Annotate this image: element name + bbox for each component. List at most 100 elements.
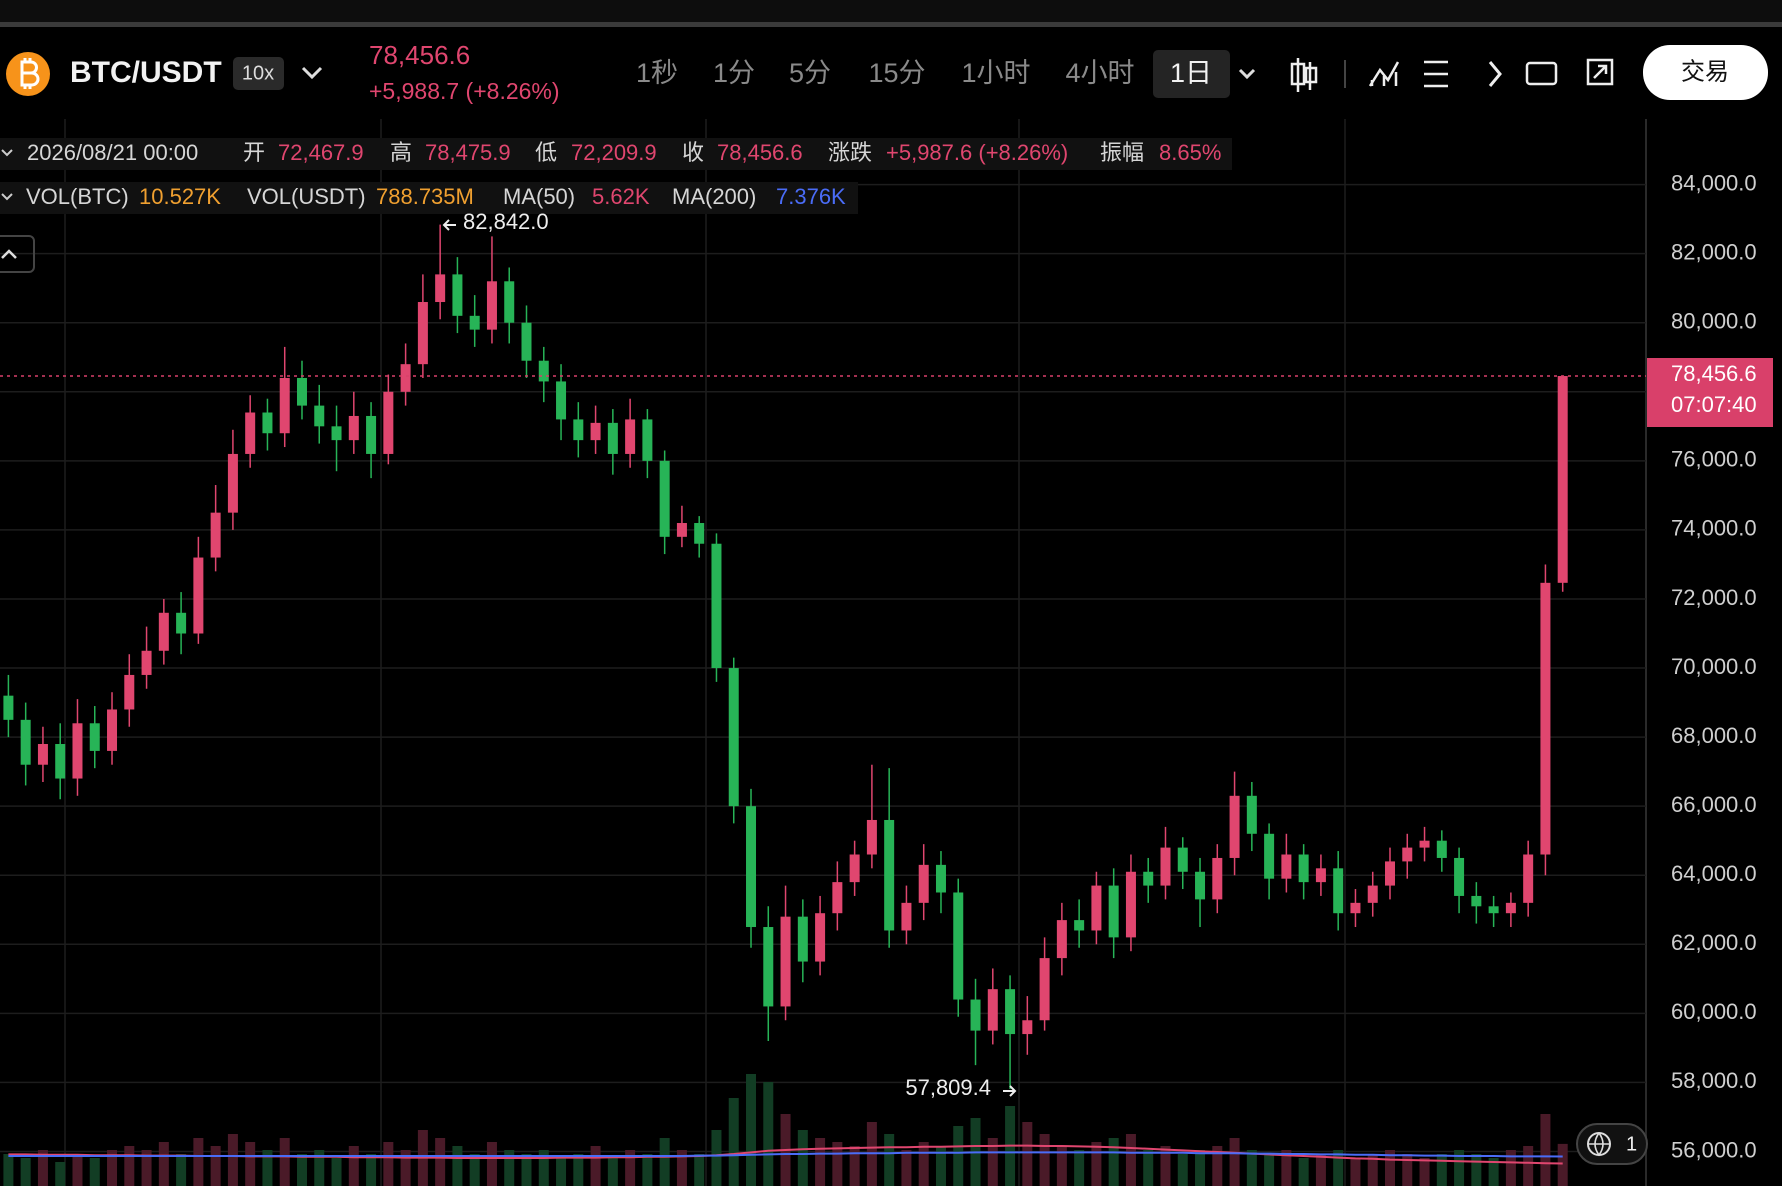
candle-body xyxy=(746,806,757,928)
info-value: 72,467.9 xyxy=(278,140,364,165)
info-label: 低 xyxy=(535,140,557,165)
collapse-button[interactable] xyxy=(0,235,35,273)
volume-bar xyxy=(815,1138,826,1186)
volume-bar xyxy=(832,1142,843,1186)
badge-count[interactable]: 1 xyxy=(1626,1133,1637,1155)
volume-bar xyxy=(262,1150,273,1186)
volume-bar xyxy=(918,1142,929,1186)
indicator-icon[interactable] xyxy=(1368,61,1400,87)
vol-info-toggle[interactable] xyxy=(1,193,13,201)
volume-bar xyxy=(521,1154,532,1186)
interval[interactable]: 1分 xyxy=(713,58,755,88)
volume-bar xyxy=(1125,1134,1136,1186)
symbol[interactable]: BTC/USDT xyxy=(70,56,222,89)
chart-grid xyxy=(64,119,1346,1186)
candle-body xyxy=(1419,840,1430,848)
candle-body xyxy=(72,723,83,779)
volume-bar xyxy=(1195,1150,1206,1186)
volume-bar xyxy=(176,1154,187,1186)
volume-bar xyxy=(331,1158,342,1186)
interval[interactable]: 15分 xyxy=(868,58,925,88)
y-tick-label: 76,000.0 xyxy=(1671,447,1757,472)
volume-bar xyxy=(1419,1158,1430,1186)
candle-body xyxy=(158,612,169,651)
more-icon[interactable] xyxy=(1488,61,1502,87)
top-strip xyxy=(0,0,1782,24)
volume-bar xyxy=(849,1146,860,1186)
volume-bar xyxy=(573,1154,584,1186)
trade-button[interactable] xyxy=(1643,45,1768,100)
candle-body xyxy=(728,668,739,807)
volume-bar xyxy=(797,1130,808,1186)
candle-body xyxy=(642,419,653,461)
candle-body xyxy=(452,274,463,316)
ma-label: MA(200) xyxy=(672,184,756,209)
volume-bar xyxy=(1056,1146,1067,1186)
globe-icon-lines[interactable] xyxy=(1588,1132,1610,1157)
interval[interactable]: 1小时 xyxy=(961,58,1030,88)
volume-bar xyxy=(1454,1150,1465,1186)
high-arrow xyxy=(442,219,456,231)
candle-body xyxy=(1039,958,1050,1021)
y-tick-label: 66,000.0 xyxy=(1671,792,1757,817)
volume-bar xyxy=(1350,1158,1361,1186)
settings-icon[interactable] xyxy=(1420,60,1448,88)
candle-body xyxy=(884,819,895,931)
collapse-icon[interactable] xyxy=(1,249,17,259)
volume-bar xyxy=(452,1146,463,1186)
candle-body xyxy=(383,391,394,454)
volume-bar xyxy=(884,1134,895,1186)
candle-body xyxy=(987,989,998,1031)
grid-layer: 56,000.0 58,000.0 60,000.0 62,000.0 64,000.0… xyxy=(0,170,1757,1162)
interval[interactable]: 4小时 xyxy=(1065,58,1134,88)
interval[interactable]: 5分 xyxy=(789,58,831,88)
volume-bar xyxy=(728,1098,739,1186)
volume-bar xyxy=(711,1130,722,1186)
last-price-tag-value: 78,456.6 xyxy=(1671,361,1757,386)
leverage[interactable]: 10x xyxy=(242,62,274,84)
last-price: 78,456.6 xyxy=(369,40,470,70)
candle-body xyxy=(1195,871,1206,900)
candle-body xyxy=(1022,1020,1033,1035)
candle-body xyxy=(486,281,497,330)
trade-button-label[interactable]: 交易 xyxy=(1681,58,1729,85)
candle-body xyxy=(659,460,670,537)
candle-body xyxy=(348,415,359,441)
y-tick-label: 74,000.0 xyxy=(1671,516,1757,541)
interval-dropdown[interactable] xyxy=(1238,68,1256,80)
candle-body xyxy=(1367,885,1378,903)
volume-bar xyxy=(1143,1150,1154,1186)
volume-bar xyxy=(227,1134,238,1186)
candle-body xyxy=(176,612,187,634)
vol-value: 788.735M xyxy=(376,184,474,209)
candle-body xyxy=(607,422,618,454)
interval[interactable]: 1秒 xyxy=(636,58,678,88)
candle-body xyxy=(521,322,532,361)
fullscreen-icon[interactable] xyxy=(1586,58,1614,86)
layout-icon[interactable] xyxy=(1525,61,1558,86)
volume-bar xyxy=(556,1158,567,1186)
ma-value: 5.62K xyxy=(592,184,650,209)
candle-body xyxy=(245,412,256,454)
candle-body xyxy=(780,916,791,1007)
candle-body xyxy=(1436,840,1447,858)
volume-bar xyxy=(314,1150,325,1186)
candle-layer xyxy=(0,224,1646,1089)
candle-body xyxy=(1264,833,1275,879)
volume-bar xyxy=(1281,1150,1292,1186)
volume-bar xyxy=(435,1138,446,1186)
ma-line xyxy=(8,1151,1563,1158)
candle-body xyxy=(107,709,118,751)
info-value: 78,456.6 xyxy=(717,140,803,165)
chart-type-icon[interactable] xyxy=(1290,58,1318,92)
candle-body xyxy=(1315,868,1326,883)
symbol-dropdown[interactable] xyxy=(301,66,323,80)
interval-active[interactable]: 1日 xyxy=(1170,58,1212,88)
leverage-box[interactable] xyxy=(233,57,284,90)
candle-body xyxy=(124,674,135,710)
y-tick-label: 60,000.0 xyxy=(1671,999,1757,1024)
volume-bar xyxy=(935,1146,946,1186)
info-toggle[interactable] xyxy=(1,149,13,157)
volume-bar xyxy=(642,1154,653,1186)
header: BTC/USDT 10x 78,456.6 +5,988.7 (+8.26%) … xyxy=(6,40,1768,104)
